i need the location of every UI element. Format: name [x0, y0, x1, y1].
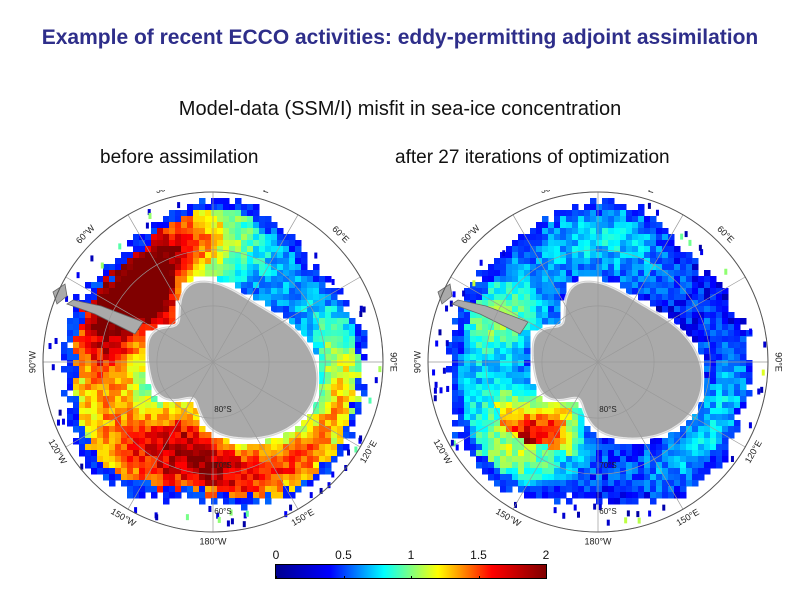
- panel-label-after: after 27 iterations of optimization: [395, 147, 670, 168]
- map-boundary: [427, 191, 769, 533]
- slide-subtitle: Model-data (SSM/I) misfit in sea-ice con…: [178, 98, 622, 120]
- meridian-label: 90°E: [774, 352, 784, 372]
- meridian-label: 90°E: [389, 352, 399, 372]
- latitude-label: 80°S: [214, 405, 231, 414]
- meridian-label: 30°E: [634, 190, 656, 195]
- polar-map-after: 30°W30°E60°W60°E90°W90°E120°W120°E150°W1…: [412, 190, 784, 546]
- antarctic-peninsula: [66, 299, 144, 335]
- latitude-label: 70°S: [599, 461, 616, 470]
- polar-map-before: 30°W30°E60°W60°E90°W90°E120°W120°E150°W1…: [27, 190, 399, 546]
- meridian-label: 90°W: [27, 350, 37, 373]
- latitude-label: 60°S: [599, 507, 616, 516]
- meridian-label: 30°W: [154, 190, 178, 195]
- meridian-label: 30°W: [539, 190, 563, 195]
- colorbar-tick-mark: [546, 576, 547, 579]
- latitude-label: 80°S: [599, 405, 616, 414]
- colorbar-tick-label: 2: [542, 548, 550, 562]
- colorbar-tick-label: 1.5: [470, 548, 487, 562]
- panel-label-before: before assimilation: [100, 147, 259, 168]
- meridian-label: 180°W: [584, 536, 612, 546]
- colorbar-tick-mark: [276, 576, 277, 579]
- meridian-label: 90°W: [412, 350, 422, 373]
- colorbar-tick-mark: [411, 576, 412, 579]
- latitude-label: 60°S: [214, 507, 231, 516]
- map-boundary: [42, 191, 384, 533]
- meridian-label: 180°W: [199, 536, 227, 546]
- colorbar-tick-mark: [343, 576, 345, 579]
- antarctic-peninsula: [451, 299, 529, 335]
- slide-title: Example of recent ECCO activities: eddy-…: [41, 26, 759, 49]
- latitude-label: 70°S: [214, 461, 231, 470]
- colorbar-tick-label: 1: [407, 548, 415, 562]
- meridian-label: 30°E: [249, 190, 271, 195]
- colorbar-tick-mark: [478, 576, 480, 579]
- colorbar-tick-label: 0: [272, 548, 280, 562]
- colorbar-tick-label: 0.5: [335, 548, 352, 562]
